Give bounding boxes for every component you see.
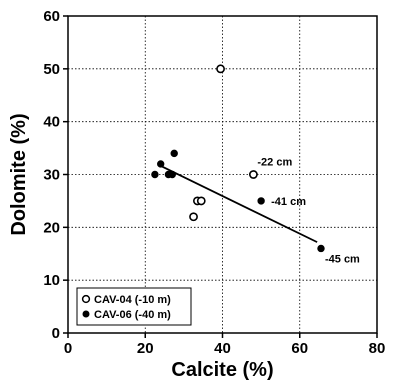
cav04-point (248, 170, 258, 179)
y-axis-title: Dolomite (%) (8, 113, 30, 235)
depth-annotation: -41 cm (271, 196, 306, 208)
y-tick-label: 40 (43, 114, 60, 131)
x-tick-label: 0 (64, 340, 72, 357)
y-tick-label: 60 (43, 8, 60, 25)
axis-ticks (63, 15, 378, 338)
cav06-point (257, 197, 265, 205)
y-tick-label: 20 (43, 219, 60, 236)
cav06-point (168, 170, 176, 179)
legend-label-cav06: CAV-06 (-40 m) (94, 309, 171, 321)
cav06-point (151, 170, 159, 179)
x-tick-label: 20 (137, 340, 154, 357)
y-tick-label: 0 (52, 325, 60, 342)
x-tick-labels: 0 20 40 60 80 (64, 340, 386, 357)
cav06-point (157, 160, 165, 168)
cav06-point (317, 244, 325, 253)
y-tick-label: 10 (43, 272, 60, 289)
x-tick-label: 40 (214, 340, 231, 357)
cav04-point (189, 212, 198, 222)
cav04-point (196, 196, 206, 206)
y-tick-label: 50 (43, 61, 60, 78)
x-axis-title: Calcite (%) (171, 359, 273, 381)
y-tick-labels: 0 10 20 30 40 50 60 (43, 8, 60, 342)
data-points (151, 64, 325, 253)
x-tick-label: 60 (291, 340, 308, 357)
depth-annotation: -45 cm (325, 253, 360, 265)
legend-marker-cav06 (82, 310, 90, 318)
x-tick-label: 80 (369, 340, 386, 357)
y-tick-label: 30 (43, 167, 60, 184)
grid-lines (68, 16, 377, 333)
legend-marker-cav04 (81, 294, 91, 304)
cav06-point (170, 149, 178, 158)
legend-box (76, 287, 192, 326)
cav04-point (216, 64, 225, 74)
legend-label-cav04: CAV-04 (-10 m) (94, 294, 171, 306)
depth-annotation: -22 cm (257, 157, 292, 169)
point-annotations: -22 cm -41 cm -45 cm (257, 157, 360, 266)
legend: CAV-04 (-10 m) CAV-06 (-40 m) (76, 287, 192, 326)
trend-line (158, 164, 318, 243)
